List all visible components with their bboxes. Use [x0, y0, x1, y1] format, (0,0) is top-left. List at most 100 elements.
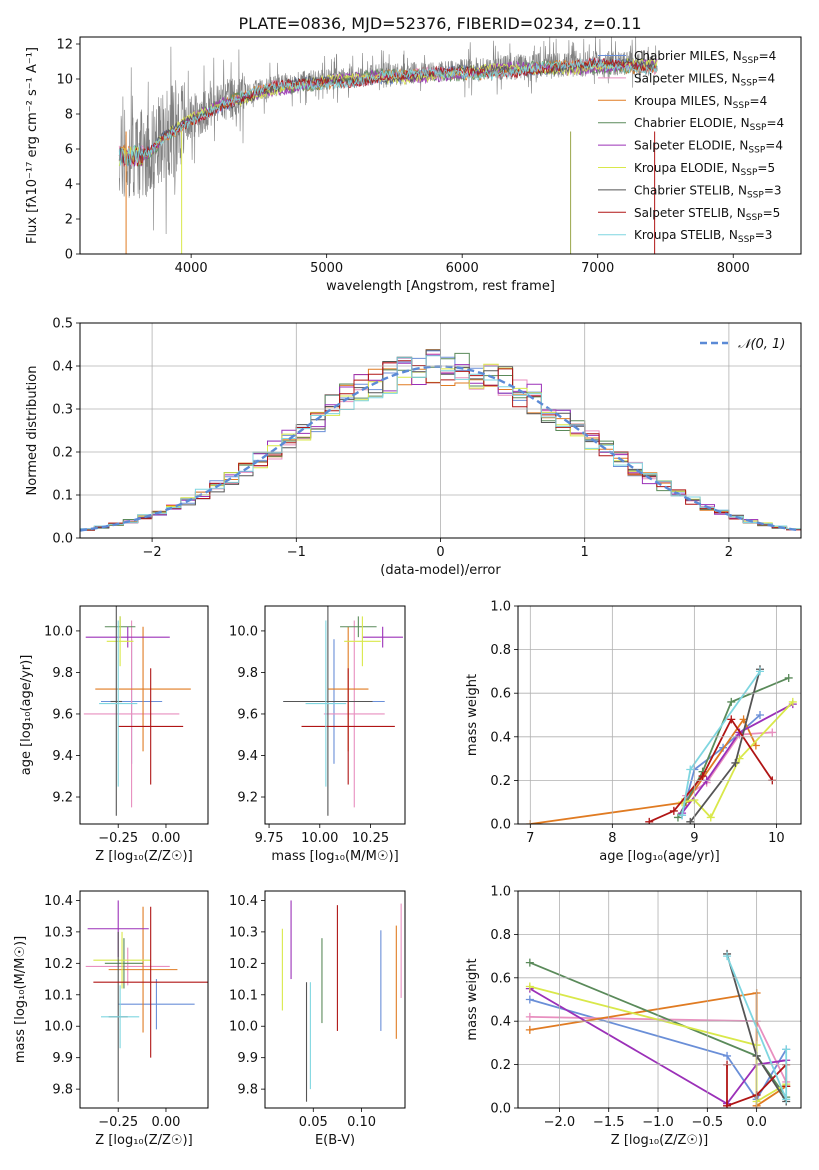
- axes-frame: [79, 605, 209, 825]
- y-tick-label: 9.9: [52, 1051, 73, 1066]
- panel-weight_vs_Z: −2.0 −1.5 −1.0 −0.5 0.0 0.0 0.2 0.4 0.6 0.8 1.0 Z […: [465, 885, 802, 1148]
- axes-frame: [264, 605, 406, 825]
- weight-marker: [755, 711, 764, 719]
- panel-residuals: −2 −1 0 1 2 0.0 0.1 0.2 0.3 0.4 0.5 (data-model)/er…: [25, 317, 802, 578]
- x-axis-label: (data-model)/error: [380, 563, 501, 578]
- weight-marker: [686, 817, 695, 824]
- x-tick-label: 8: [608, 831, 616, 846]
- x-tick-label: 10.00: [301, 831, 338, 846]
- legend-label: Chabrier STELIB, NSSP=3: [634, 183, 782, 200]
- y-tick-label: 10.1: [229, 988, 258, 1003]
- weight-line: [530, 717, 757, 824]
- x-tick-label: −0.5: [692, 1115, 724, 1130]
- weight-marker: [525, 982, 534, 991]
- weight-line: [685, 731, 773, 797]
- y-tick-label: 0.1: [52, 489, 73, 504]
- y-tick-label: 0.4: [490, 1015, 511, 1030]
- y-axis-label: age [log₁₀(age/yr)]: [19, 655, 34, 776]
- y-tick-label: 9.2: [237, 791, 258, 806]
- y-tick-label: 10.1: [44, 988, 73, 1003]
- legend-label: Chabrier MILES, NSSP=4: [634, 49, 776, 66]
- y-axis-label: mass weight: [465, 958, 480, 1040]
- x-tick-label: −1: [287, 545, 306, 560]
- axes-frame: [79, 322, 802, 539]
- weight-marker: [669, 806, 678, 815]
- y-axis-label: mass weight: [465, 674, 480, 756]
- x-axis-label: Z [log₁₀(Z/Z☉)]: [95, 849, 192, 864]
- y-tick-label: 0.8: [490, 928, 511, 943]
- y-tick-label: 4: [65, 178, 73, 193]
- y-tick-label: 0: [65, 248, 73, 263]
- weight-marker: [525, 1012, 534, 1021]
- panel-spectrum: 4000 5000 6000 7000 8000 0 2 4 6 8 10 12 wavelength …: [25, 36, 802, 294]
- weight-marker: [645, 817, 654, 824]
- weight-marker: [525, 995, 534, 1004]
- y-tick-label: 0.3: [52, 403, 73, 418]
- y-tick-label: 9.4: [237, 749, 258, 764]
- weight-marker: [768, 728, 777, 737]
- x-tick-label: 0: [436, 545, 444, 560]
- weight-marker: [751, 741, 760, 750]
- y-tick-label: 9.2: [52, 791, 73, 806]
- x-tick-label: 4000: [175, 261, 208, 276]
- weight-marker: [782, 1045, 791, 1054]
- y-tick-label: 0.2: [490, 1058, 511, 1073]
- y-tick-label: 10: [56, 73, 73, 88]
- y-tick-label: 0.0: [490, 818, 511, 833]
- y-tick-label: 9.6: [52, 707, 73, 722]
- y-axis-label: Flux [fλ10⁻¹⁷ erg cm⁻² s⁻¹ A⁻¹]: [25, 47, 40, 244]
- y-tick-label: 1.0: [490, 885, 511, 900]
- y-axis-label: mass [log₁₀(M/M☉)]: [13, 936, 28, 1063]
- x-tick-label: −2: [143, 545, 162, 560]
- figure-title: PLATE=0836, MJD=52376, FIBERID=0234, z=0…: [238, 14, 641, 33]
- weight-marker: [723, 1101, 732, 1108]
- x-tick-label: 8000: [717, 261, 750, 276]
- x-tick-label: 10.25: [352, 831, 389, 846]
- weight-line: [529, 998, 787, 1101]
- normal-curve: [80, 365, 799, 532]
- y-tick-label: 0.5: [52, 317, 73, 332]
- weight-marker: [723, 952, 732, 961]
- weight-marker: [686, 765, 695, 774]
- y-tick-label: 0.6: [490, 971, 511, 986]
- y-tick-label: 9.8: [52, 666, 73, 681]
- weight-marker: [706, 813, 715, 822]
- weight-marker: [673, 813, 682, 822]
- x-axis-label: Z [log₁₀(Z/Z☉)]: [611, 1133, 708, 1148]
- x-axis-label: mass [log₁₀(M/M☉)]: [271, 849, 398, 864]
- legend-label: Kroupa ELODIE, NSSP=5: [634, 161, 775, 178]
- x-tick-label: 9: [690, 831, 698, 846]
- y-tick-label: 0.2: [490, 774, 511, 789]
- panel-age_vs_mass: 9.75 10.00 10.25 9.2 9.4 9.6 9.8 10.0 mass [log₁…: [229, 605, 406, 864]
- x-tick-label: −0.25: [98, 831, 138, 846]
- x-tick-label: 6000: [446, 261, 479, 276]
- x-tick-label: 10: [768, 831, 785, 846]
- y-tick-label: 10.0: [44, 1020, 73, 1035]
- x-tick-label: 5000: [310, 261, 343, 276]
- y-tick-label: 9.9: [237, 1051, 258, 1066]
- y-tick-label: 10.2: [229, 957, 258, 972]
- weight-marker: [782, 1095, 791, 1104]
- plot-area: [83, 606, 191, 816]
- x-tick-label: 9.75: [255, 831, 284, 846]
- y-tick-label: 10.0: [229, 624, 258, 639]
- y-tick-label: 10.2: [44, 957, 73, 972]
- axes-frame: [517, 890, 802, 1109]
- x-tick-label: 7: [526, 831, 534, 846]
- legend-label: Salpeter ELODIE, NSSP=4: [634, 139, 783, 156]
- plot-area: [281, 900, 402, 1102]
- weight-marker: [678, 811, 687, 820]
- y-tick-label: 6: [65, 143, 73, 158]
- weight-marker: [731, 758, 740, 767]
- legend-label: Salpeter MILES, NSSP=4: [634, 71, 775, 88]
- y-tick-label: 9.8: [237, 666, 258, 681]
- y-tick-label: 0.0: [52, 532, 73, 547]
- weight-marker: [788, 697, 797, 706]
- weight-marker: [755, 667, 764, 676]
- y-tick-label: 10.4: [229, 894, 258, 909]
- x-tick-label: 0.00: [151, 831, 180, 846]
- y-tick-label: 9.8: [237, 1083, 258, 1098]
- panel-mass_vs_Z: −0.25 0.00 9.8 9.9 10.0 10.1 10.2 10.3 10.4 Z [lo…: [13, 890, 209, 1148]
- y-tick-label: 0.8: [490, 643, 511, 658]
